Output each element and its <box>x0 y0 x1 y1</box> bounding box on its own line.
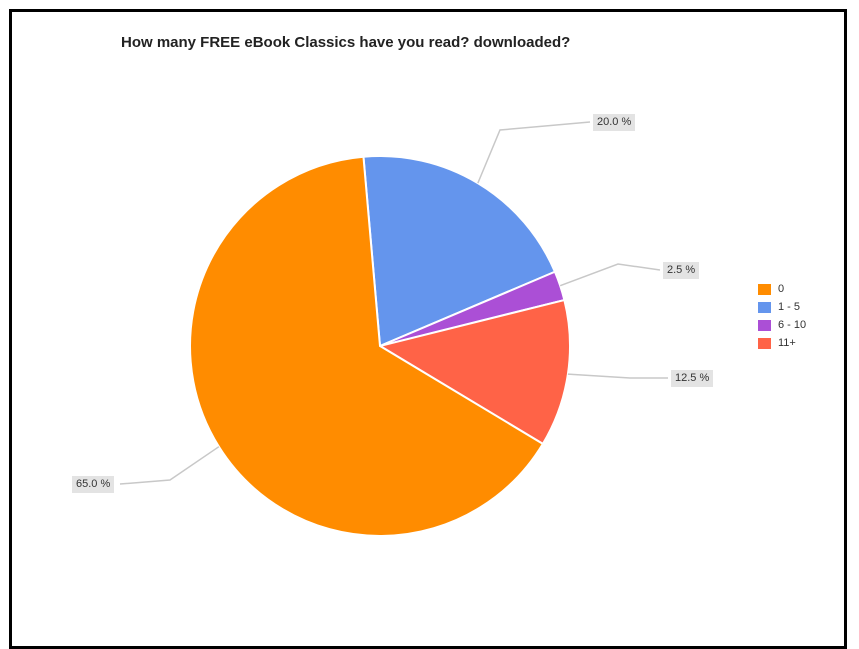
leader-line-1 <box>477 121 591 184</box>
legend-swatch-3 <box>758 337 771 349</box>
legend-label-0: 0 <box>778 283 785 295</box>
leader-line-0 <box>119 446 220 485</box>
legend-swatch-2 <box>758 319 771 331</box>
slice-label-2: 2.5 % <box>663 262 700 279</box>
pie-slice-3 <box>377 298 571 446</box>
legend-item-1: 1 - 5 <box>758 298 806 316</box>
legend-swatch-1 <box>758 301 771 313</box>
chart-title: How many FREE eBook Classics have you re… <box>121 34 571 51</box>
pie-slice-0 <box>189 155 545 537</box>
legend: 0 1 - 5 6 - 10 11+ <box>758 280 806 352</box>
leader-line-3 <box>567 373 668 379</box>
leader-line-2 <box>559 263 661 287</box>
legend-label-1: 1 - 5 <box>778 301 801 313</box>
pie-slice-1 <box>362 155 557 348</box>
legend-item-2: 6 - 10 <box>758 316 806 334</box>
legend-label-2: 6 - 10 <box>778 319 807 331</box>
legend-item-0: 0 <box>758 280 806 298</box>
slice-label-1: 20.0 % <box>593 114 636 131</box>
slice-label-3: 12.5 % <box>671 370 714 387</box>
legend-label-3: 11+ <box>778 337 796 349</box>
slice-label-0: 65.0 % <box>72 476 115 493</box>
legend-swatch-0 <box>758 283 771 295</box>
legend-item-3: 11+ <box>758 334 806 352</box>
